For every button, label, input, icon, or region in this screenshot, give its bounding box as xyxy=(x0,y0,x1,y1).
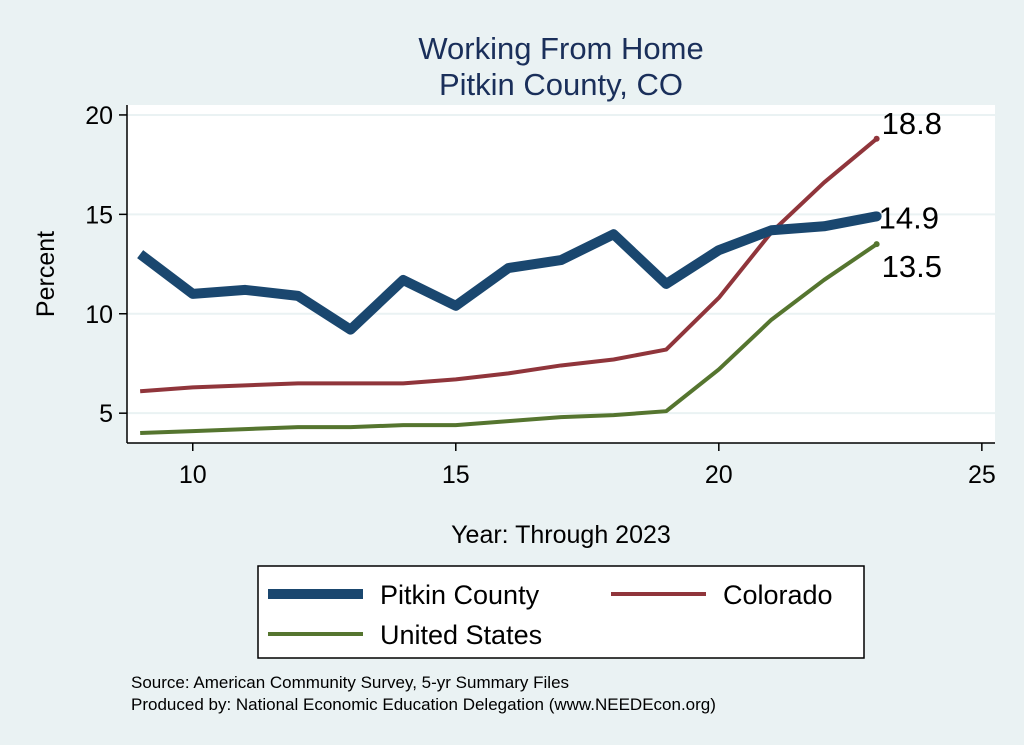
y-ticks: 5 10 15 20 xyxy=(85,102,127,428)
y-axis-label: Percent xyxy=(32,231,60,317)
series-line-colorado xyxy=(140,137,878,394)
plot-area xyxy=(127,105,995,443)
legend: Pitkin County Colorado United States xyxy=(257,565,865,659)
end-label-pitkin-county: 14.9 xyxy=(879,200,939,235)
chart-subtitle: Pitkin County, CO xyxy=(439,67,683,102)
series-end-point xyxy=(873,241,880,248)
legend-label-pitkin: Pitkin County xyxy=(380,580,540,610)
y-tick-label: 15 xyxy=(85,201,113,229)
series-line-united-states xyxy=(140,242,878,436)
chart-title: Working From Home xyxy=(418,31,703,66)
x-axis-label: Year: Through 2023 xyxy=(451,521,671,549)
legend-label-colorado: Colorado xyxy=(723,580,833,610)
x-tick-label: 15 xyxy=(442,461,470,489)
series-end-point xyxy=(873,135,880,142)
legend-label-us: United States xyxy=(380,620,542,650)
legend-box xyxy=(257,565,865,659)
series-end-point xyxy=(871,211,882,222)
y-tick-label: 10 xyxy=(85,301,113,329)
source-note: Source: American Community Survey, 5-yr … xyxy=(131,673,569,692)
series-line-pitkin-county xyxy=(137,211,878,335)
y-tick-label: 20 xyxy=(85,102,113,130)
x-tick-label: 25 xyxy=(968,461,996,489)
y-tick-label: 5 xyxy=(99,400,113,428)
gridlines xyxy=(127,113,995,415)
end-label-united-states: 13.5 xyxy=(882,249,942,284)
producer-note: Produced by: National Economic Education… xyxy=(131,695,716,714)
end-label-colorado: 18.8 xyxy=(882,106,942,141)
x-tick-label: 20 xyxy=(705,461,733,489)
x-ticks: 10 15 20 25 xyxy=(179,443,996,489)
end-labels: 14.9 18.8 13.5 xyxy=(879,106,942,284)
axes xyxy=(126,105,995,444)
series-lines xyxy=(137,135,882,436)
x-tick-label: 10 xyxy=(179,461,207,489)
